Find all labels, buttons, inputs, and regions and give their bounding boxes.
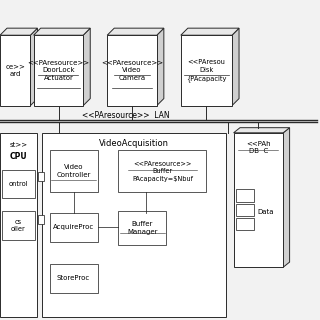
Text: Data: Data: [258, 210, 274, 215]
Bar: [236, 204, 254, 216]
Bar: [118, 150, 206, 192]
Bar: [236, 218, 254, 230]
Text: Buffer
Manager: Buffer Manager: [127, 221, 158, 235]
Text: StoreProc: StoreProc: [57, 276, 90, 281]
Polygon shape: [107, 28, 164, 35]
Text: <<PAresource>>
Buffer
PAcapacity=$Nbuf: <<PAresource>> Buffer PAcapacity=$Nbuf: [132, 161, 193, 182]
Bar: [107, 35, 157, 106]
Bar: [50, 213, 98, 242]
Text: <<PAresou
Disk
{PAcapacity: <<PAresou Disk {PAcapacity: [186, 59, 227, 82]
Bar: [234, 133, 283, 267]
Polygon shape: [83, 28, 90, 106]
Bar: [38, 215, 44, 224]
Bar: [2, 170, 35, 198]
Polygon shape: [34, 28, 90, 35]
Text: ontrol: ontrol: [9, 181, 28, 187]
Polygon shape: [181, 28, 239, 35]
Bar: [42, 133, 226, 317]
Text: <<PAresource>>
DoorLock
Actuator: <<PAresource>> DoorLock Actuator: [27, 60, 90, 81]
Bar: [50, 264, 98, 293]
Polygon shape: [157, 28, 164, 106]
Text: AcquireProc: AcquireProc: [53, 224, 94, 230]
Bar: [181, 35, 232, 106]
Bar: [236, 189, 254, 202]
Text: <<PAh
DB  C: <<PAh DB C: [246, 141, 271, 154]
Polygon shape: [232, 28, 239, 106]
Text: cs
oller: cs oller: [11, 219, 26, 232]
Polygon shape: [283, 128, 290, 267]
Text: CPU: CPU: [10, 152, 27, 161]
Polygon shape: [234, 128, 290, 133]
Text: VideoAcquisition: VideoAcquisition: [99, 139, 169, 148]
Bar: [50, 150, 98, 192]
Polygon shape: [0, 28, 37, 35]
Bar: [0, 35, 30, 106]
Text: st>>: st>>: [9, 142, 28, 148]
Text: Video
Controller: Video Controller: [56, 164, 91, 178]
Polygon shape: [30, 28, 37, 106]
Bar: [38, 172, 44, 181]
Text: <<PAresource>>  LAN: <<PAresource>> LAN: [82, 111, 169, 120]
Bar: [2, 211, 35, 240]
Bar: [118, 211, 166, 245]
Text: <<PAresource>>
Video
Camera: <<PAresource>> Video Camera: [101, 60, 163, 81]
Text: ce>>
ard: ce>> ard: [5, 64, 25, 77]
Bar: [0, 133, 37, 317]
Bar: [34, 35, 83, 106]
